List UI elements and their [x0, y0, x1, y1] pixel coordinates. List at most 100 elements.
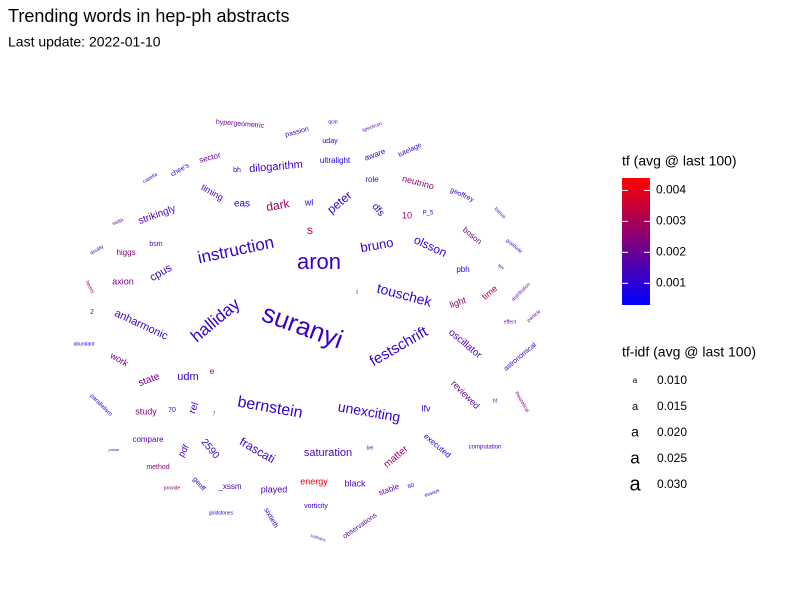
- word: rel: [187, 401, 201, 415]
- word: sixtieth: [262, 507, 279, 529]
- word: time: [480, 283, 499, 302]
- word: subhalos: [310, 533, 327, 543]
- word: stable: [377, 482, 401, 498]
- word: suranyi: [258, 298, 347, 355]
- word: qcm: [328, 119, 337, 125]
- word: boson: [461, 225, 483, 246]
- word: udm: [177, 371, 198, 383]
- word: halliday: [187, 294, 244, 346]
- size-key: a: [630, 448, 640, 467]
- chart-title: Trending words in hep-ph abstracts: [8, 6, 289, 26]
- chart-subtitle: Last update: 2022-01-10: [8, 34, 161, 50]
- word: geoffrey: [449, 187, 475, 204]
- word: saturation: [304, 447, 352, 459]
- word: _xssm: [217, 482, 241, 491]
- word: unexciting: [337, 398, 402, 425]
- word: light: [448, 295, 467, 310]
- colorbar-tick-label: 0.001: [656, 275, 686, 289]
- word: goldstones: [209, 510, 234, 516]
- word: bsm: [149, 241, 162, 248]
- word: 70: [168, 407, 176, 414]
- colorbar: [622, 178, 650, 305]
- size-key: a: [633, 376, 638, 385]
- word: black: [344, 478, 366, 488]
- word: frascati: [237, 435, 278, 466]
- word: 2: [90, 309, 94, 316]
- word: lfv: [422, 403, 432, 413]
- word: capella: [142, 172, 159, 185]
- word: astronomical: [503, 342, 538, 373]
- word: aware: [363, 146, 387, 162]
- word: e: [210, 367, 215, 376]
- word: width: [112, 217, 125, 227]
- word: sector: [198, 150, 222, 164]
- word: effect: [504, 319, 517, 325]
- word: particle: [526, 309, 542, 324]
- size-key-label: 0.010: [657, 373, 687, 387]
- word: higgs: [116, 248, 135, 257]
- word: 2590: [199, 437, 222, 461]
- size-key: a: [632, 401, 639, 413]
- word: touschek: [375, 280, 434, 310]
- word: passion: [285, 126, 310, 139]
- word: bh: [233, 167, 241, 174]
- size-legend-title: tf-idf (avg @ last 100): [622, 344, 756, 360]
- word: parallelism: [88, 393, 113, 418]
- word: 10: [402, 210, 412, 220]
- word: anharmonic: [112, 307, 170, 342]
- word: gratitude: [504, 238, 523, 255]
- word: olsson: [412, 233, 449, 260]
- word: bruno: [359, 235, 394, 256]
- word: peter: [324, 188, 354, 216]
- word: spectrum: [361, 121, 382, 134]
- word: strikingly: [137, 203, 177, 227]
- word: geoff: [191, 476, 206, 492]
- word: pulsar: [109, 447, 121, 452]
- word: oscillator: [446, 327, 484, 361]
- word: tev: [496, 263, 505, 272]
- colorbar-tick-label: 0.003: [656, 214, 686, 228]
- word: s: [307, 223, 313, 237]
- word: executed: [422, 432, 453, 460]
- word: ultralight: [320, 156, 351, 165]
- word: compare: [132, 435, 164, 444]
- word: heavy: [84, 280, 96, 295]
- word: chee's: [170, 162, 191, 178]
- colorbar-tick-label: 0.004: [656, 183, 686, 197]
- word: dfs: [369, 201, 386, 218]
- word: neutrino: [401, 173, 435, 191]
- size-key-label: 0.030: [657, 477, 687, 491]
- word: bernstein: [236, 394, 304, 422]
- word: method: [146, 464, 169, 471]
- size-key-label: 0.025: [657, 451, 687, 465]
- colorbar-tick-label: 0.002: [656, 245, 686, 259]
- size-key: a: [631, 424, 639, 440]
- word: energy: [300, 476, 328, 486]
- word: wl: [304, 197, 314, 207]
- word: work: [108, 350, 131, 369]
- word: pdf: [176, 442, 191, 458]
- word: axion: [112, 276, 134, 286]
- word: hypergeometric: [216, 119, 265, 130]
- word: 60: [407, 482, 416, 490]
- color-legend-title: tf (avg @ last 100): [622, 153, 737, 169]
- word: P_5: [423, 211, 434, 217]
- word: festschrift: [367, 323, 432, 370]
- word: observations: [342, 512, 379, 541]
- word: instruction: [196, 233, 276, 268]
- word: bonus: [493, 206, 507, 220]
- size-key: a: [629, 473, 641, 495]
- word: computation: [469, 445, 502, 451]
- word: pbh: [456, 265, 469, 274]
- size-key-label: 0.015: [657, 399, 687, 413]
- word: provide: [164, 485, 181, 491]
- word: timing: [199, 182, 225, 203]
- word: cpus: [148, 262, 175, 284]
- word: theoretical: [513, 391, 530, 414]
- word: bel: [367, 445, 374, 451]
- word: dilogarithm: [249, 159, 304, 176]
- size-key-label: 0.020: [657, 425, 687, 439]
- word: aron: [297, 249, 341, 274]
- word: eas: [234, 199, 250, 210]
